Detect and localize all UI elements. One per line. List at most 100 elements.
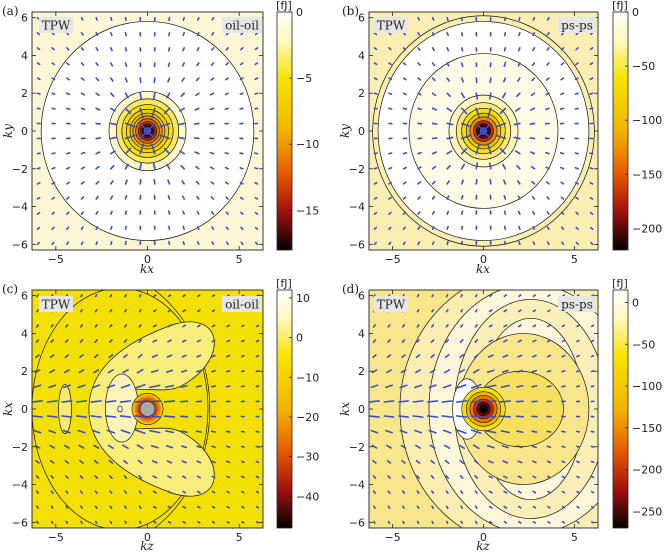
- field-arrow: [181, 180, 185, 185]
- field-arrow: [487, 460, 494, 464]
- field-arrow: [138, 475, 143, 479]
- field-arrow: [211, 309, 216, 313]
- field-arrow: [95, 122, 102, 125]
- field-arrow: [547, 309, 551, 313]
- field-arrow: [149, 415, 161, 418]
- colorbar-unit: [fJ]: [612, 0, 628, 12]
- field-arrow: [388, 107, 393, 110]
- x-tick-label: 0: [144, 253, 151, 266]
- field-arrow: [503, 240, 507, 246]
- field-arrow: [181, 195, 185, 200]
- field-arrow: [575, 445, 581, 448]
- field-arrow: [503, 47, 507, 52]
- field-arrow: [500, 430, 510, 434]
- field-arrow: [124, 122, 136, 128]
- field-arrow: [576, 339, 580, 343]
- field-arrow: [473, 353, 479, 359]
- field-arrow: [182, 225, 185, 231]
- y-axis-label: kx: [1, 402, 15, 416]
- field-arrow: [417, 77, 422, 81]
- field-arrow: [196, 195, 200, 200]
- field-arrow: [195, 180, 200, 185]
- field-arrow: [35, 354, 40, 359]
- field-arrow: [385, 384, 393, 389]
- colorbar-tick-label: 0: [296, 6, 303, 19]
- field-arrow: [431, 62, 436, 67]
- field-arrow: [35, 490, 40, 494]
- field-arrow: [590, 475, 595, 479]
- field-arrow: [402, 196, 407, 200]
- tag-left-box: [374, 296, 408, 312]
- field-arrow: [224, 152, 229, 155]
- field-arrow: [254, 167, 259, 170]
- y-tick-label: 6: [358, 12, 365, 25]
- field-arrow: [373, 152, 378, 155]
- field-arrow: [36, 152, 41, 155]
- field-arrow: [181, 354, 187, 358]
- field-arrow: [484, 400, 497, 403]
- field-arrow: [109, 490, 113, 494]
- field-arrow: [153, 294, 157, 298]
- y-tick-label: −4: [349, 201, 365, 214]
- field-arrow: [445, 339, 450, 343]
- axis-ticks: −5 0 5 −6 −4 −2 0 2 4 6: [349, 290, 598, 544]
- field-arrow: [35, 324, 40, 328]
- field-arrow: [36, 167, 41, 170]
- field-arrow: [416, 294, 420, 298]
- field-arrow: [224, 92, 229, 96]
- field-arrow: [239, 107, 244, 110]
- field-arrow: [495, 134, 507, 140]
- field-arrow: [416, 505, 420, 509]
- field-arrow: [50, 324, 54, 328]
- x-axis-label: kx: [476, 262, 490, 276]
- field-arrow: [166, 460, 173, 464]
- field-arrow: [66, 241, 70, 246]
- field-arrow: [167, 490, 172, 494]
- field-arrow: [470, 383, 482, 389]
- field-arrow: [372, 339, 377, 343]
- field-arrow: [517, 62, 521, 67]
- field-arrow: [225, 430, 231, 433]
- field-arrow: [529, 122, 536, 125]
- field-arrow: [64, 459, 70, 464]
- field-arrow: [460, 324, 464, 328]
- field-arrow: [388, 62, 392, 66]
- field-arrow: [62, 429, 71, 434]
- field-arrow: [49, 459, 55, 464]
- field-arrow: [532, 47, 536, 52]
- field-arrow: [402, 31, 406, 36]
- field-arrow: [546, 369, 552, 373]
- colorbar: [276, 289, 293, 529]
- field-arrow: [210, 77, 215, 81]
- field-arrow: [398, 415, 410, 418]
- field-arrow: [415, 369, 422, 374]
- plot-content: [36, 16, 259, 246]
- field-arrow: [120, 384, 131, 389]
- field-arrow: [95, 195, 99, 200]
- field-arrow: [560, 77, 565, 81]
- field-arrow: [446, 92, 451, 98]
- field-arrow: [35, 339, 40, 343]
- field-arrow: [138, 490, 142, 494]
- field-arrow: [79, 324, 84, 328]
- field-arrow: [576, 475, 580, 479]
- y-tick-label: 4: [21, 327, 28, 340]
- field-arrow: [255, 339, 260, 343]
- field-arrow: [239, 77, 244, 81]
- field-arrow: [80, 166, 86, 170]
- field-arrow: [446, 150, 453, 155]
- field-arrow: [79, 490, 84, 494]
- field-arrow: [532, 241, 536, 246]
- field-arrow: [149, 400, 161, 403]
- field-arrow: [193, 122, 200, 125]
- field-arrow: [90, 400, 102, 403]
- field-arrow: [530, 107, 536, 111]
- field-arrow: [590, 370, 595, 373]
- field-arrow: [138, 324, 142, 328]
- field-arrow: [254, 226, 259, 231]
- field-arrow: [472, 368, 480, 374]
- field-arrow: [149, 384, 161, 389]
- field-arrow: [210, 385, 217, 388]
- field-arrow: [532, 294, 537, 298]
- field-arrow: [209, 166, 215, 170]
